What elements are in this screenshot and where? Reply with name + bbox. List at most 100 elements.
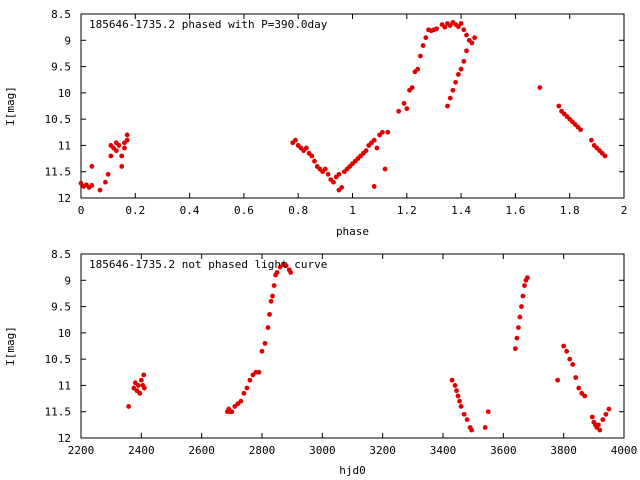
y-tick-label: 10.5 (45, 353, 72, 366)
data-point (409, 85, 415, 90)
y-tick-label: 11 (58, 379, 71, 392)
y-tick-label: 8.5 (51, 248, 71, 261)
data-point (229, 409, 235, 415)
y-tick-label: 11.5 (45, 406, 72, 419)
data-point (555, 377, 561, 383)
data-point (564, 348, 570, 354)
x-tick-label: 1.6 (505, 204, 525, 217)
data-point (519, 304, 524, 309)
data-point (458, 66, 464, 72)
data-point (469, 40, 475, 46)
x-tick-label: 2200 (68, 444, 95, 457)
data-point (602, 153, 608, 159)
data-point (485, 409, 491, 415)
data-point (331, 179, 336, 185)
data-point (241, 390, 247, 396)
x-tick-label: 3200 (369, 444, 396, 457)
data-point (270, 293, 275, 299)
x-axis: 2200 2400 2600 2800 3000 3200 3400 3600 3800 4000 (68, 254, 638, 457)
x-tick-label: 0.8 (288, 204, 308, 217)
data-point (401, 100, 407, 106)
y-tick-label: 9.5 (51, 301, 71, 314)
data-point (567, 356, 573, 362)
data-point (89, 182, 95, 188)
x-tick-label: 3600 (490, 444, 517, 457)
data-point (514, 335, 520, 341)
x-tick-label: 1.4 (451, 204, 471, 217)
data-point (452, 383, 458, 388)
x-tick-label: 4000 (611, 444, 638, 457)
data-point (434, 26, 440, 32)
x-tick-label: 0.2 (125, 204, 145, 217)
data-point (137, 390, 143, 396)
data-point (97, 187, 103, 193)
data-point (303, 145, 309, 151)
data-point (339, 185, 345, 190)
data-point (108, 153, 114, 159)
y-tick-label: 10 (58, 87, 71, 100)
data-point (371, 137, 377, 143)
data-point (271, 283, 277, 288)
data-point (417, 53, 423, 59)
data-point (578, 127, 583, 133)
x-tick-label: 3400 (430, 444, 457, 457)
y-tick-label: 9 (64, 274, 71, 287)
y-tick-label: 11 (58, 139, 71, 152)
data-point (582, 393, 588, 399)
data-point (325, 171, 331, 177)
x-tick-label: 2400 (128, 444, 155, 457)
y-tick-label: 10.5 (45, 113, 72, 126)
data-point (589, 137, 594, 143)
data-point (268, 298, 274, 304)
data-point (461, 411, 467, 417)
data-point (513, 346, 518, 352)
x-tick-label: 0.4 (180, 204, 200, 217)
data-point (247, 377, 253, 383)
data-point (363, 148, 369, 154)
data-point (450, 87, 456, 93)
plot-frame (80, 253, 625, 439)
data-point (126, 404, 132, 409)
y-tick-label: 9.5 (51, 61, 71, 74)
data-point (573, 375, 579, 380)
data-point (124, 137, 130, 143)
x-tick-label: 2 (621, 204, 628, 217)
data-point (464, 417, 470, 422)
data-point (135, 383, 141, 388)
data-point (445, 103, 450, 109)
data-point (455, 72, 461, 77)
data-point (458, 404, 464, 409)
data-point (516, 325, 521, 330)
data-point (520, 293, 526, 299)
x-tick-label: 1.8 (560, 204, 580, 217)
x-axis-label: hjd0 (339, 464, 366, 477)
data-point (259, 348, 265, 354)
y-tick-label: 12 (58, 432, 71, 445)
x-tick-label: 2800 (249, 444, 276, 457)
data-point (113, 148, 119, 154)
x-tick-label: 3800 (550, 444, 577, 457)
data-point (262, 340, 268, 346)
data-point (453, 79, 459, 85)
data-point (454, 388, 459, 394)
data-point (600, 417, 606, 422)
x-tick-label: 1.2 (397, 204, 417, 217)
data-point (447, 23, 453, 28)
y-axis: 8.5 9 9.5 10 10.5 11 11.5 12 (45, 8, 624, 205)
data-point (404, 106, 410, 112)
phased-plot: 8.5 9 9.5 10 10.5 11 11.5 12 0 0.2 0.4 0.6 0.8 1 1.2 1… (4, 8, 627, 238)
data-point (472, 35, 478, 41)
data-point (556, 103, 562, 109)
data-point (244, 385, 250, 391)
data-point (482, 425, 488, 430)
x-tick-label: 0.6 (234, 204, 254, 217)
data-point (283, 263, 289, 268)
data-point (124, 132, 130, 138)
data-point (537, 85, 543, 90)
data-point (464, 48, 469, 54)
data-point (119, 164, 125, 169)
data-point (267, 312, 272, 317)
y-tick-label: 8.5 (51, 8, 71, 21)
